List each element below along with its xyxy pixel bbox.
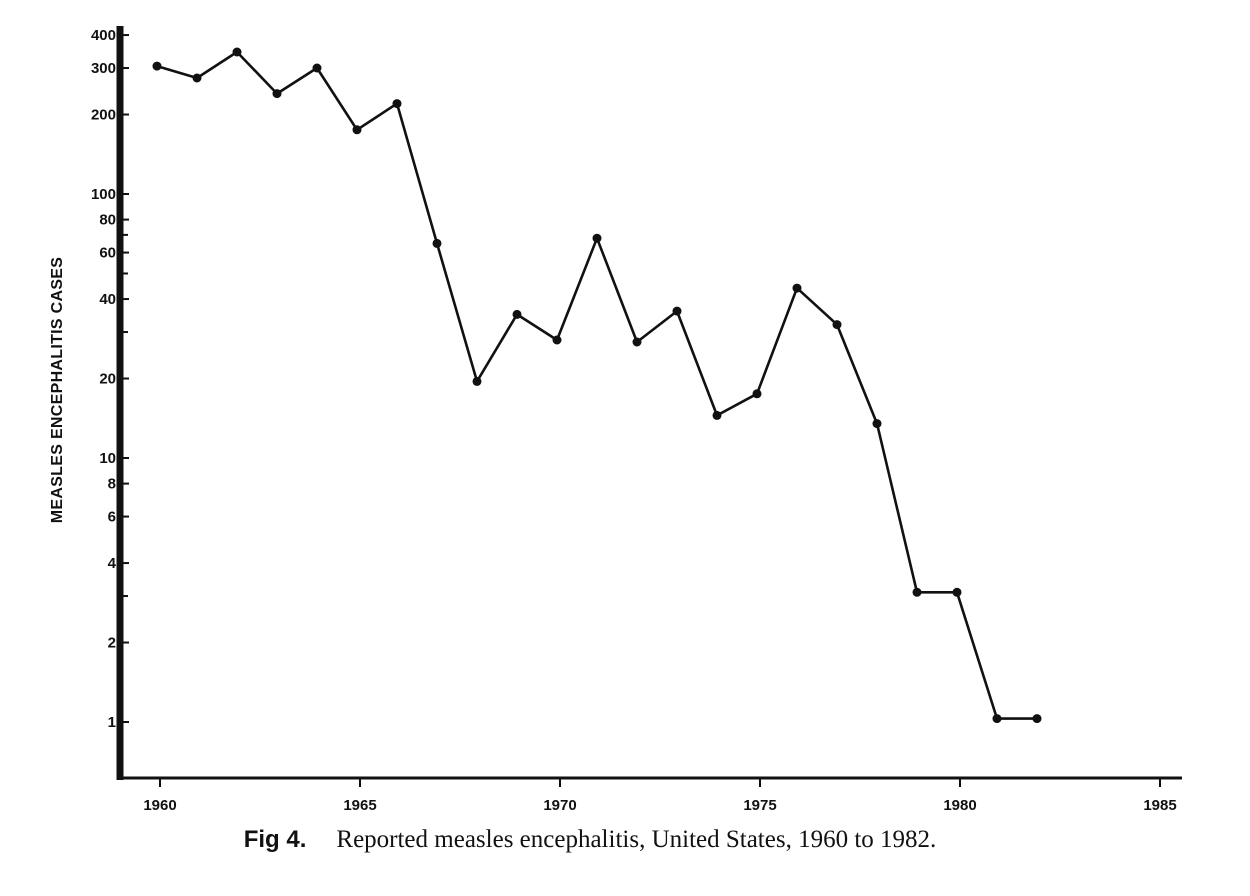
y-tick-label: 20 (99, 371, 116, 388)
x-tick-label: 1980 (943, 797, 976, 814)
y-tick-label: 400 (91, 27, 116, 44)
data-point (232, 47, 242, 57)
data-point (672, 306, 682, 316)
data-point (712, 410, 722, 420)
data-point (512, 309, 522, 319)
data-point (1032, 714, 1042, 724)
y-ticks: 1 2 4 6 8 10 20 40 60 80 100 200 300 400 (91, 27, 129, 731)
data-point (392, 99, 402, 109)
y-tick-label: 40 (99, 291, 116, 308)
data-point (752, 389, 762, 399)
series-line (156, 50, 1037, 720)
data-point (832, 320, 842, 330)
y-tick-label: 2 (108, 635, 116, 652)
y-tick-label: 60 (99, 245, 116, 262)
data-point (992, 714, 1002, 724)
data-point (952, 587, 962, 597)
y-axis-label: MEASLES ENCEPHALITIS CASES (49, 257, 66, 524)
y-tick-label: 100 (91, 186, 116, 203)
x-tick-label: 1965 (343, 797, 376, 814)
data-point (912, 587, 922, 597)
data-points (152, 47, 1042, 724)
data-point (272, 89, 282, 99)
data-point (472, 376, 482, 386)
data-point (872, 419, 882, 429)
y-tick-label: 300 (91, 60, 116, 77)
data-point (192, 73, 202, 83)
y-tick-label: 4 (108, 555, 117, 572)
y-tick-label: 1 (108, 714, 116, 731)
y-axis: 1 2 4 6 8 10 20 40 60 80 100 200 300 400 (91, 26, 129, 780)
figure-caption: Fig 4. Reported measles encephalitis, Uni… (0, 826, 1180, 854)
caption-text: Reported measles encephalitis, United St… (336, 826, 937, 853)
x-tick-label: 1975 (743, 797, 776, 814)
data-point (632, 337, 642, 347)
chart: 1 2 4 6 8 10 20 40 60 80 100 200 300 400 1960 1965 1970… (49, 26, 1182, 814)
data-point (312, 63, 322, 73)
data-point (352, 125, 362, 135)
data-point (592, 233, 602, 243)
y-tick-label: 6 (108, 509, 116, 526)
caption-figure-label: Fig 4. (243, 826, 307, 853)
x-tick-label: 1985 (1143, 797, 1176, 814)
x-tick-label: 1970 (543, 797, 576, 814)
x-ticks: 1960 1965 1970 1975 1980 1985 (143, 778, 1177, 814)
data-point (792, 283, 802, 293)
y-tick-label: 200 (91, 107, 116, 124)
data-point (432, 238, 442, 248)
y-tick-label: 80 (99, 212, 116, 229)
y-tick-label: 8 (108, 476, 116, 493)
y-tick-label: 10 (99, 450, 116, 467)
x-axis: 1960 1965 1970 1975 1980 1985 (117, 776, 1182, 814)
data-point (152, 61, 162, 71)
data-point (552, 335, 562, 345)
x-tick-label: 1960 (143, 797, 176, 814)
